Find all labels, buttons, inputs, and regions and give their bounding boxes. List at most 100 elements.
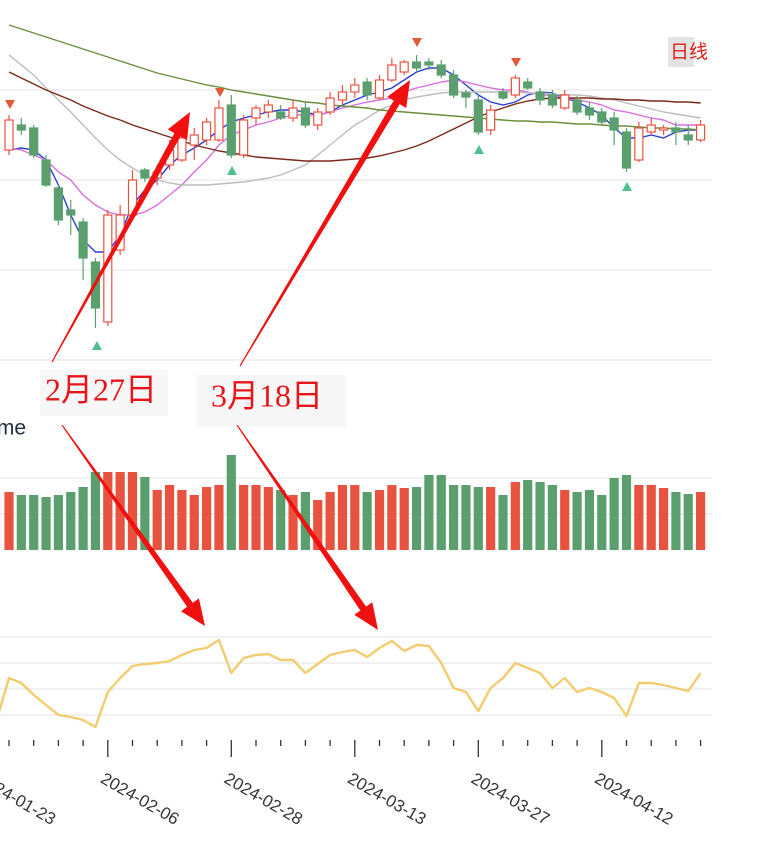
volume-bar: [646, 485, 656, 550]
candle-body: [387, 64, 397, 81]
candle-body: [486, 109, 496, 131]
candle-body: [226, 104, 236, 156]
x-tick-label: 2024-02-06: [98, 769, 183, 829]
candle-body: [214, 107, 224, 141]
candle-body: [572, 99, 582, 113]
label-bg: [668, 37, 694, 67]
candle-body: [473, 99, 483, 133]
buy-marker: [622, 182, 632, 191]
volume-bar: [226, 455, 236, 550]
candle-body: [461, 92, 471, 98]
x-tick-label: 2024-01-23: [0, 769, 59, 829]
candle-body: [325, 97, 335, 113]
volume-bar: [103, 472, 113, 550]
candle-body: [29, 127, 39, 156]
candle-body: [140, 169, 150, 179]
candle-body: [337, 91, 348, 101]
annotation-bg: [196, 375, 346, 427]
candle-body: [202, 121, 212, 141]
arrow: [236, 424, 378, 630]
candle-body: [535, 91, 545, 101]
candle-body: [53, 187, 64, 221]
volume-bar: [671, 492, 681, 550]
candle-body: [547, 94, 558, 106]
candle-body: [646, 124, 656, 133]
volume-bar: [214, 485, 224, 550]
moving-average-line: [8, 54, 701, 186]
sell-marker: [412, 38, 422, 47]
plot-area: 2024-01-23 2024-02-06 2024-02-28 2024-03-13…: [0, 24, 706, 829]
volume-bar: [90, 472, 101, 550]
candle-body: [411, 61, 422, 69]
volume-bar: [523, 480, 533, 550]
x-tick-label: 2024-03-27: [468, 769, 553, 829]
volume-bar: [251, 485, 261, 550]
annotation: 2月27日: [45, 371, 157, 407]
volume-bar: [411, 487, 422, 550]
indicator-line: [0, 638, 702, 729]
candle-body: [597, 111, 607, 123]
candle-body: [16, 124, 26, 131]
candle-body: [4, 119, 14, 151]
arrow: [61, 424, 205, 626]
volume-bar: [288, 495, 298, 550]
candle-body: [239, 119, 249, 156]
candle-body: [658, 127, 669, 131]
volume-bar: [29, 495, 39, 550]
sell-marker: [5, 100, 15, 109]
candle-body: [374, 79, 385, 99]
volume-bar: [127, 472, 138, 550]
candle-body: [78, 221, 88, 259]
x-tick-label: 2024-04-12: [592, 769, 677, 829]
volume-bar: [399, 488, 409, 550]
volume-bar: [621, 475, 632, 550]
volume-bar: [547, 485, 557, 550]
volume-bar: [66, 492, 76, 550]
candle-body: [41, 159, 51, 186]
sell-marker: [215, 88, 225, 97]
volume-bar: [164, 485, 175, 550]
sell-marker: [511, 58, 521, 67]
buy-marker: [227, 166, 237, 175]
volume-bar: [263, 487, 273, 550]
volume-bar: [449, 485, 459, 550]
volume-bar: [560, 490, 570, 550]
overlay: 日线 Volume 2月27日 3月18日: [0, 37, 708, 630]
candle-body: [498, 91, 508, 99]
volume-bar: [189, 495, 199, 550]
volume-bar: [374, 490, 385, 550]
candle-body: [399, 61, 409, 73]
candle-body: [609, 117, 619, 131]
volume-bar: [609, 478, 619, 550]
volume-bar: [436, 475, 446, 550]
candle-body: [695, 124, 706, 141]
candle-body: [584, 107, 595, 116]
volume-bar: [510, 482, 520, 550]
candle-body: [362, 81, 372, 96]
volume-bar: [683, 494, 693, 550]
candle-body: [560, 94, 570, 109]
moving-average-line: [8, 24, 701, 131]
candle-body: [436, 64, 446, 76]
volume-title: Volume: [0, 417, 26, 440]
candle-body: [449, 74, 459, 96]
volume-bar: [177, 490, 187, 550]
volume-bar: [424, 475, 434, 550]
period-label: 日线: [670, 41, 708, 63]
volume-bar: [140, 477, 150, 550]
volume-bar: [78, 487, 88, 550]
candle-body: [621, 131, 632, 169]
buy-marker: [474, 145, 484, 154]
volume-bar: [152, 490, 162, 550]
volume-bar: [53, 495, 63, 550]
volume-bar: [486, 487, 496, 550]
annotation: 3月18日: [211, 377, 323, 413]
arrow: [239, 80, 410, 367]
volume-bar: [115, 472, 125, 550]
volume-bar: [350, 485, 360, 550]
x-tick-label: 2024-03-13: [345, 769, 430, 829]
volume-bar: [239, 485, 249, 550]
candle-body: [288, 107, 298, 119]
moving-average-line: [8, 71, 701, 162]
